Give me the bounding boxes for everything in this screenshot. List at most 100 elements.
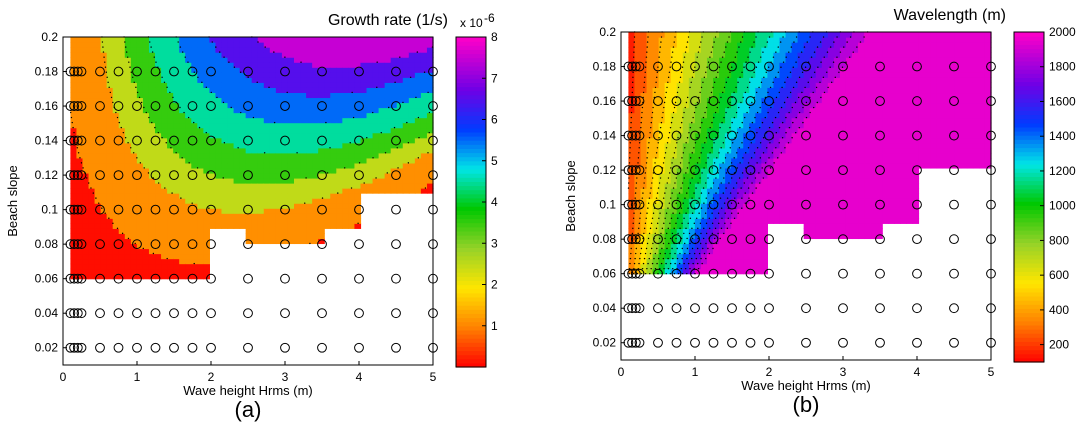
field-cell: [876, 188, 883, 194]
field-cell: [142, 253, 150, 260]
field-cell: [664, 253, 672, 260]
field-cell: [82, 37, 90, 43]
field-cell: [719, 87, 726, 94]
field-cell: [287, 62, 295, 68]
field-cell: [731, 102, 738, 109]
field-cell: [348, 62, 356, 68]
field-cell: [275, 193, 283, 199]
field-cell: [670, 57, 678, 63]
field-cell: [167, 198, 174, 204]
colorbar-segment: [456, 78, 486, 83]
field-cell: [906, 208, 914, 214]
field-cell: [719, 258, 726, 265]
colorbar-segment: [456, 94, 486, 100]
field-cell: [167, 152, 174, 159]
field-cell: [773, 52, 781, 58]
contour-point: [116, 116, 119, 119]
field-cell: [731, 238, 738, 245]
field-cell: [281, 183, 289, 189]
field-cell: [239, 177, 247, 184]
contour-point: [428, 131, 430, 134]
field-cell: [281, 198, 289, 204]
field-cell: [330, 112, 337, 119]
field-cell: [342, 117, 349, 124]
field-cell: [845, 137, 853, 144]
field-cell: [719, 147, 726, 154]
field-cell: [287, 233, 295, 240]
field-cell: [179, 87, 186, 93]
field-cell: [845, 122, 853, 129]
field-cell: [876, 62, 883, 68]
field-cell: [318, 172, 325, 179]
field-cell: [688, 258, 696, 265]
field-cell: [227, 167, 235, 174]
field-cell: [215, 203, 223, 209]
field-cell: [839, 203, 847, 209]
field-cell: [773, 157, 781, 164]
field-cell: [876, 228, 883, 235]
field-cell: [664, 87, 672, 94]
field-cell: [664, 183, 672, 189]
field-cell: [761, 162, 768, 169]
field-cell: [767, 107, 775, 114]
field-cell: [652, 147, 660, 154]
field-cell: [155, 188, 162, 194]
field-cell: [864, 72, 871, 78]
field-cell: [88, 193, 96, 199]
field-cell: [864, 142, 871, 149]
field-cell: [833, 77, 841, 83]
field-cell: [658, 248, 666, 255]
field-cell: [281, 162, 289, 169]
field-cell: [900, 107, 907, 114]
field-cell: [682, 198, 690, 204]
field-cell: [179, 132, 186, 139]
field-cell: [70, 198, 78, 204]
field-cell: [306, 213, 313, 219]
field-cell: [360, 107, 368, 114]
field-cell: [773, 122, 781, 129]
field-cell: [197, 62, 204, 68]
field-cell: [269, 87, 277, 93]
field-cell: [688, 47, 696, 53]
field-cell: [809, 87, 817, 94]
field-cell: [155, 57, 162, 63]
field-cell: [706, 238, 714, 245]
field-cell: [815, 137, 823, 144]
field-cell: [670, 77, 678, 83]
field-cell: [167, 263, 174, 270]
field-cell: [713, 243, 720, 250]
field-cell: [767, 92, 775, 99]
field-cell: [864, 147, 871, 154]
field-cell: [779, 117, 787, 124]
field-cell: [82, 183, 90, 189]
field-cell: [167, 142, 174, 149]
field-cell: [827, 203, 835, 209]
field-cell: [161, 238, 168, 245]
field-cell: [888, 47, 895, 53]
contour-point: [95, 197, 97, 199]
field-cell: [664, 67, 672, 73]
field-cell: [706, 162, 714, 169]
field-cell: [731, 57, 738, 63]
field-cell: [148, 102, 156, 109]
field-cell: [287, 112, 295, 119]
field-cell: [791, 188, 799, 194]
field-cell: [287, 67, 295, 73]
field-cell: [694, 228, 702, 235]
field-cell: [173, 198, 180, 204]
field-cell: [312, 77, 319, 83]
field-cell: [426, 107, 434, 114]
field-cell: [360, 157, 368, 164]
field-cell: [725, 107, 732, 114]
field-cell: [306, 233, 313, 240]
field-cell: [682, 32, 690, 38]
field-cell: [118, 193, 126, 199]
field-cell: [215, 193, 223, 199]
field-cell: [700, 228, 708, 235]
field-cell: [348, 127, 356, 134]
field-cell: [652, 178, 660, 184]
field-cell: [124, 142, 132, 149]
field-cell: [245, 172, 253, 179]
field-cell: [676, 228, 684, 235]
field-cell: [779, 92, 787, 99]
